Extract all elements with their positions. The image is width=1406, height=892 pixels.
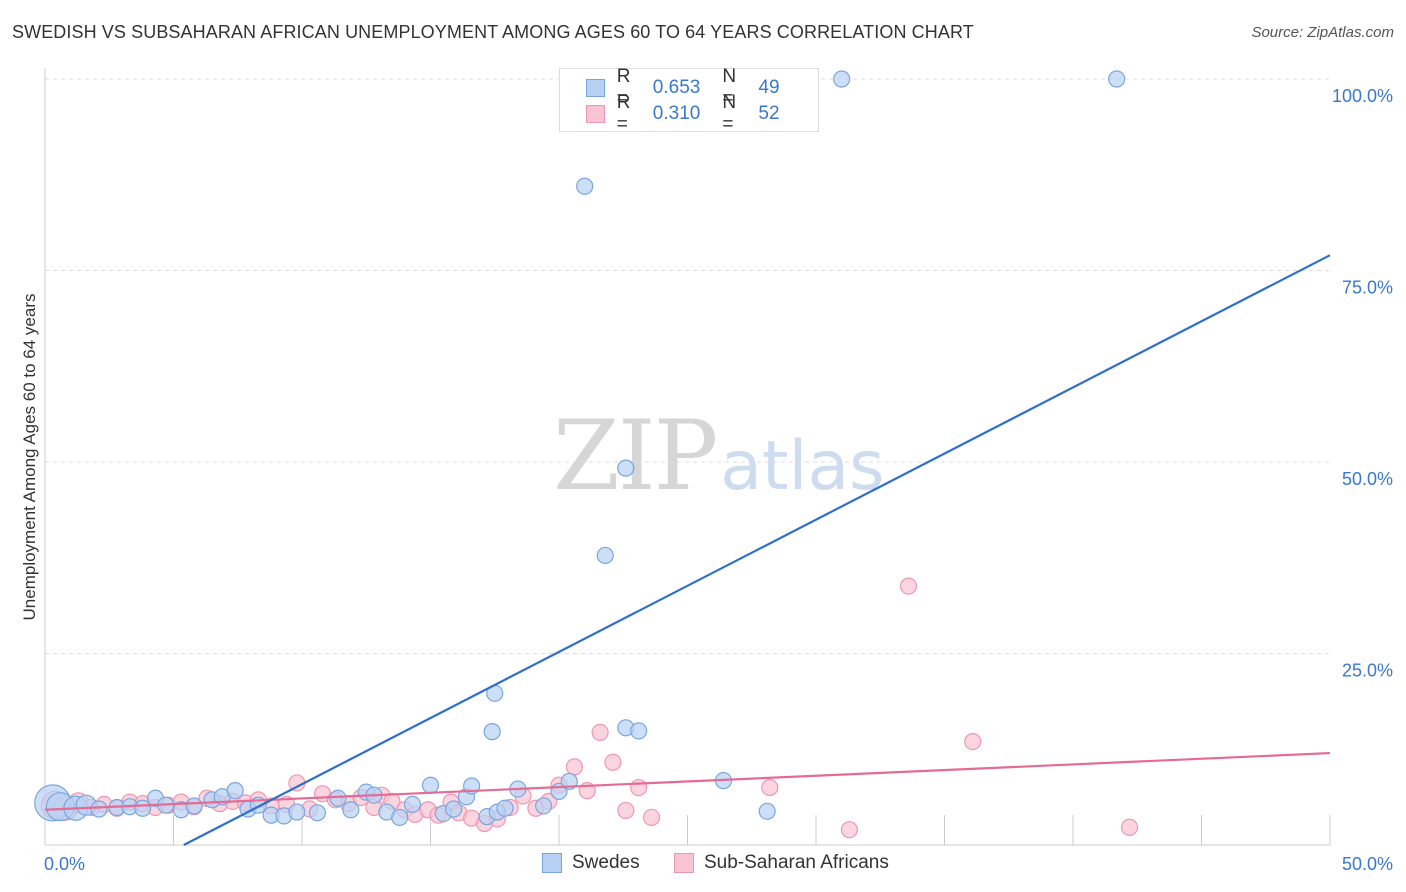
y-tick-label: 100.0%	[1332, 86, 1393, 106]
point-swedes	[576, 177, 594, 195]
point-swedes	[496, 799, 514, 817]
legend-r-label: R =	[616, 66, 631, 109]
point-swedes	[329, 789, 347, 807]
legend-n-label: N =	[722, 92, 737, 135]
legend-label-swedes: Swedes	[572, 852, 640, 873]
point-swedes	[403, 795, 422, 814]
legend-swatch-swedes	[586, 79, 605, 97]
point-swedes	[185, 797, 203, 815]
y-tick-label: 25.0%	[1342, 661, 1393, 681]
watermark-atlas: atlas	[720, 427, 885, 506]
legend-n-value: 52	[758, 103, 780, 124]
point-sub-saharan	[591, 723, 609, 741]
point-swedes	[596, 546, 614, 565]
point-sub-saharan	[565, 758, 584, 776]
source-label[interactable]: Source: ZipAtlas.com	[1251, 24, 1394, 41]
point-sub-saharan	[604, 753, 622, 771]
point-swedes	[630, 722, 648, 740]
point-swedes	[483, 723, 501, 741]
point-swedes	[308, 804, 327, 822]
point-sub-saharan	[642, 808, 661, 827]
point-swedes	[1108, 70, 1126, 88]
legend-item-sub-saharan[interactable]: Sub-Saharan Africans	[674, 852, 889, 874]
trend-lines	[44, 254, 1331, 846]
point-sub-saharan	[761, 778, 779, 797]
legend-swatch-sub-saharan	[674, 853, 694, 873]
axes	[44, 68, 1330, 846]
watermark: ZIPatlas	[553, 400, 885, 512]
tick-labels: 25.0% 50.0% 75.0% 100.0% 0.0% 50.0%	[44, 86, 1393, 874]
legend-row-sub-saharan: R = 0.310 N = 52	[586, 92, 818, 135]
x-tick-label: 0.0%	[44, 854, 85, 874]
point-sub-saharan	[899, 577, 918, 595]
point-sub-saharan	[617, 801, 635, 820]
point-swedes	[445, 800, 463, 818]
point-swedes	[617, 459, 635, 477]
trend-line-sub-saharan	[44, 751, 1331, 811]
legend-n-label: N =	[722, 66, 737, 109]
point-sub-saharan	[1120, 818, 1139, 836]
stats-legend: R = 0.653 N = 49 R = 0.310 N = 52	[559, 66, 819, 135]
point-swedes	[90, 800, 108, 818]
series-legend: Swedes Sub-Saharan Africans	[0, 852, 1406, 878]
point-swedes	[833, 70, 851, 88]
legend-r-value: 0.310	[652, 103, 701, 124]
legend-swatch-sub-saharan	[586, 105, 605, 123]
legend-r-value: 0.653	[652, 77, 701, 98]
legend-swatch-swedes	[542, 853, 562, 873]
point-swedes	[421, 776, 440, 794]
point-sub-saharan	[964, 732, 982, 751]
y-tick-label: 75.0%	[1342, 278, 1393, 298]
y-tick-label: 50.0%	[1342, 469, 1393, 489]
x-tick-label: 50.0%	[1342, 854, 1393, 874]
trend-line-swedes	[183, 254, 1331, 846]
point-sub-saharan	[840, 821, 859, 839]
legend-r-label: R =	[616, 92, 631, 135]
legend-n-value: 49	[758, 77, 780, 98]
point-swedes	[758, 802, 776, 820]
watermark-zip: ZIP	[553, 400, 718, 512]
legend-label-sub-saharan: Sub-Saharan Africans	[704, 852, 889, 873]
legend-item-swedes[interactable]: Swedes	[542, 852, 640, 874]
y-axis-label: Unemployment Among Ages 60 to 64 years	[20, 294, 39, 621]
series-swedes-points	[34, 70, 1126, 827]
point-swedes	[342, 801, 360, 819]
point-swedes	[534, 797, 553, 815]
point-swedes	[226, 782, 244, 800]
point-swedes	[391, 808, 409, 827]
chart-title: SWEDISH VS SUBSAHARAN AFRICAN UNEMPLOYME…	[12, 22, 974, 42]
point-swedes	[288, 803, 306, 821]
grid-lines	[44, 78, 1331, 845]
legend-row-swedes: R = 0.653 N = 49	[586, 66, 818, 109]
point-sub-saharan	[630, 778, 648, 797]
